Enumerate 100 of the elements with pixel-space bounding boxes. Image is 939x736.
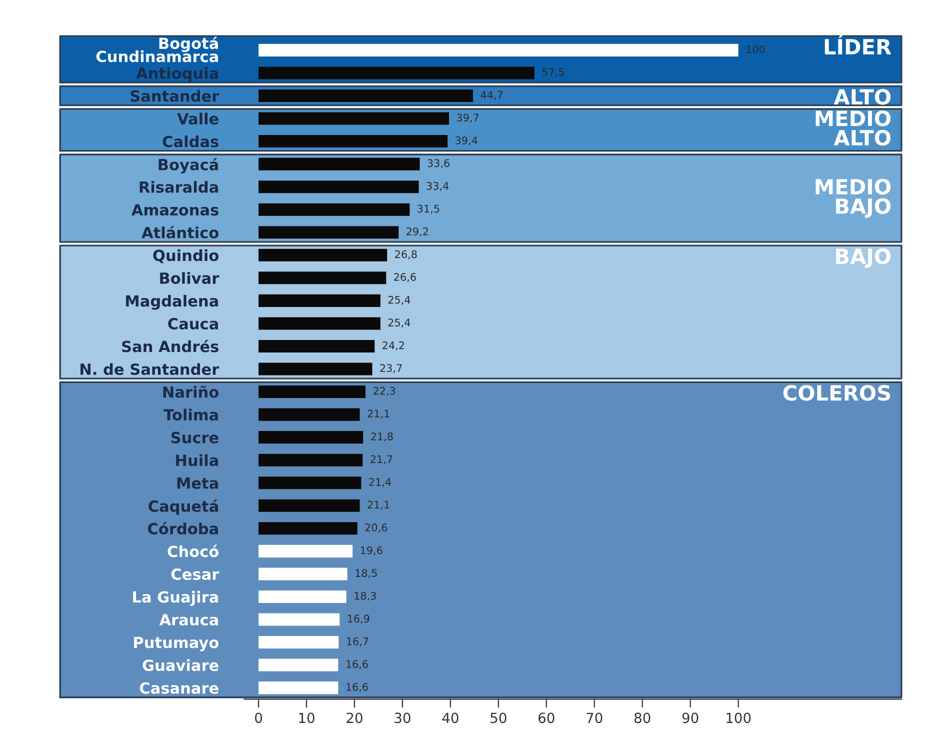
band-label: BAJO: [836, 248, 891, 268]
y-tick-label: Antioquia: [136, 67, 218, 82]
x-tick-label: 70: [586, 712, 602, 724]
bar: [258, 248, 388, 262]
y-tick-label: Arauca: [159, 614, 218, 626]
y-tick-label: San Andrés: [122, 340, 218, 352]
bar: [258, 158, 420, 170]
y-tick-label: Boyacá: [158, 158, 218, 174]
y-tick-label: Bogotá Cundinamarca: [96, 36, 218, 62]
x-tick-label: 60: [538, 712, 554, 724]
data-label: 16,7: [347, 637, 368, 646]
y-tick-label: Caldas: [162, 135, 218, 148]
data-label: 20,6: [365, 524, 388, 532]
band-label: LÍDER: [824, 35, 892, 54]
y-tick-label: Santander: [130, 90, 220, 102]
data-label: 44,7: [480, 91, 502, 100]
bar: [258, 408, 360, 421]
data-label: 39,4: [456, 136, 478, 146]
bar: [258, 386, 366, 398]
y-tick-label: N. de Santander: [80, 363, 220, 376]
x-tick-label: 10: [299, 712, 314, 724]
data-label: 31,5: [418, 204, 440, 214]
data-label: 33,6: [428, 159, 450, 168]
bar: [258, 203, 410, 216]
bar: [258, 135, 448, 148]
bar: [258, 226, 399, 239]
data-label: 16,9: [348, 614, 370, 624]
band-label: ALTO: [834, 88, 891, 105]
y-tick-label: Cauca: [168, 318, 218, 330]
bar: [258, 180, 419, 194]
data-label: 21,1: [368, 500, 390, 510]
x-tick-label: 0: [255, 712, 262, 724]
bar: [258, 89, 473, 102]
bar: [258, 454, 363, 466]
data-label: 25,4: [388, 296, 410, 305]
y-tick-label: Nariño: [163, 386, 218, 398]
y-tick-label: Bolivar: [160, 272, 220, 284]
bar: [258, 66, 534, 80]
data-label: 57,5: [542, 68, 564, 78]
bar: [258, 499, 360, 512]
y-tick-label: Cesar: [171, 568, 220, 580]
bar: [258, 340, 375, 352]
y-tick-label: Amazonas: [131, 204, 218, 216]
data-label: 18,3: [354, 592, 376, 601]
data-label: 21,7: [370, 455, 392, 464]
data-label: 24,2: [382, 341, 404, 350]
data-label: 16,6: [346, 682, 368, 692]
data-label: 19,6: [360, 546, 382, 556]
bar: [258, 544, 353, 558]
y-tick-label: Tolima: [164, 408, 218, 421]
bar: [258, 112, 450, 125]
data-label: 39,7: [456, 114, 479, 123]
data-label: 33,4: [426, 182, 449, 191]
bar: [258, 44, 738, 56]
y-tick-label: Guaviare: [142, 659, 218, 672]
bar: [258, 613, 340, 626]
y-tick-label: La Guajira: [133, 590, 218, 606]
band-label: MEDIO ALTO: [816, 110, 891, 146]
bar: [258, 522, 358, 535]
data-label: 29,2: [406, 228, 428, 236]
data-label: 26,6: [394, 273, 416, 282]
y-tick-label: Sucre: [171, 432, 218, 444]
x-tick-label: 80: [634, 712, 650, 724]
y-tick-label: Putumayo: [134, 636, 218, 652]
data-label: 18,5: [356, 569, 377, 578]
y-tick-label: Valle: [177, 112, 218, 125]
bar: [258, 294, 380, 307]
band-label: COLEROS: [783, 385, 890, 401]
band-label: MEDIO BAJO: [816, 178, 891, 218]
y-tick-label: Casanare: [140, 682, 218, 694]
data-label: 25,4: [388, 318, 410, 328]
data-label: 21,4: [369, 478, 392, 487]
bar: [258, 636, 339, 649]
bar: [258, 568, 348, 580]
bar: [258, 272, 386, 284]
data-label: 21,8: [371, 432, 393, 442]
x-tick-label: 20: [346, 712, 362, 724]
y-tick-label: Risaralda: [140, 181, 218, 193]
x-tick-label: 30: [394, 712, 410, 724]
y-tick-label: Córdoba: [148, 522, 218, 534]
bar: [258, 658, 338, 672]
data-label: 23,7: [380, 364, 402, 374]
x-tick-label: 90: [682, 712, 698, 724]
data-label: 22,3: [373, 386, 396, 396]
x-tick-label: 40: [442, 712, 458, 724]
y-tick-label: Huila: [176, 454, 218, 466]
bar: [258, 362, 372, 376]
y-tick-label: Atlántico: [142, 226, 218, 238]
y-tick-label: Meta: [177, 478, 218, 489]
y-tick-label: Magdalena: [126, 294, 218, 310]
data-label: 100: [746, 45, 765, 54]
data-label: 16,6: [346, 660, 368, 670]
data-label: 26,8: [395, 250, 417, 260]
y-tick-label: Quindio: [153, 249, 218, 264]
y-tick-label: Caquetá: [148, 500, 218, 515]
x-tick-label: 100: [726, 712, 751, 724]
bar: [258, 682, 338, 694]
bar: [258, 317, 380, 330]
data-label: 21,1: [368, 410, 390, 419]
bar: [258, 431, 364, 444]
